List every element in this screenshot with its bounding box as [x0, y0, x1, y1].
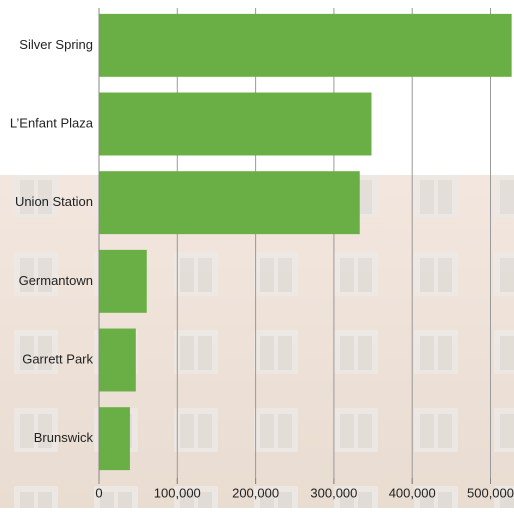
- y-tick-label: Brunswick: [34, 430, 94, 445]
- bar: [99, 93, 371, 156]
- x-tick-label: 500,000: [467, 485, 514, 500]
- x-tick-label: 400,000: [389, 485, 436, 500]
- bar: [99, 250, 147, 313]
- y-tick-label: Silver Spring: [19, 37, 93, 52]
- bar: [99, 329, 136, 392]
- bar: [99, 407, 130, 470]
- y-tick-label: Union Station: [15, 194, 93, 209]
- y-tick-label: Germantown: [19, 273, 93, 288]
- x-tick-label: 0: [95, 485, 102, 500]
- y-tick-label: Garrett Park: [22, 351, 93, 366]
- bar: [99, 14, 512, 77]
- chart: 0 100,000 200,000 300,000 400,000 500,000 Silv…: [0, 0, 514, 508]
- x-tick-label: 100,000: [154, 485, 201, 500]
- y-tick-label: L’Enfant Plaza: [10, 115, 94, 130]
- bar: [99, 171, 360, 234]
- x-tick-label: 300,000: [310, 485, 357, 500]
- x-tick-label: 200,000: [232, 485, 279, 500]
